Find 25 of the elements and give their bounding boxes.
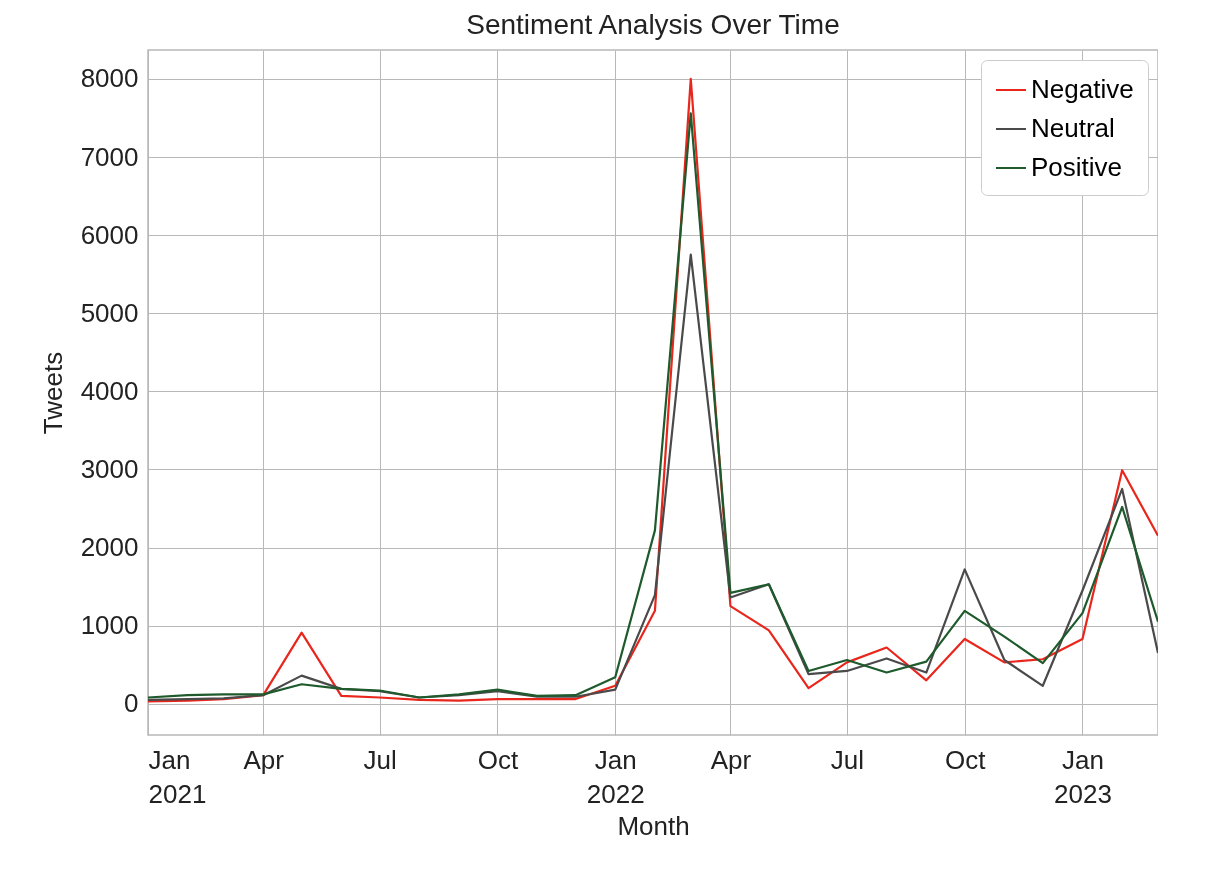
x-tick-label: Apr [243, 744, 285, 775]
x-axis-title: Month [617, 810, 690, 841]
line-series [148, 253, 1158, 701]
x-tick-label: Apr [710, 744, 752, 775]
x-tick-label: Oct [944, 744, 987, 775]
legend-label: Neutral [1031, 113, 1115, 143]
x-tick-label: Jan 2022 [586, 744, 645, 809]
x-tick-label: Jan 2023 [1054, 744, 1112, 809]
y-axis-title: Tweets [37, 351, 68, 435]
y-tick-label: 3000 [80, 453, 139, 484]
x-tick-label: Jul [830, 744, 865, 775]
legend-label: Positive [1031, 152, 1123, 182]
y-tick-label: 1000 [80, 610, 139, 641]
x-tick-label: Jul [363, 744, 397, 775]
y-tick-label: 6000 [80, 219, 139, 250]
y-tick-label: 0 [124, 688, 139, 719]
y-tick-label: 5000 [80, 297, 139, 328]
chart-title: Sentiment Analysis Over Time [466, 9, 840, 40]
x-tick-label: Oct [477, 744, 519, 775]
y-tick-label: 2000 [80, 532, 139, 563]
x-tick-label: Jan 2021 [148, 744, 207, 809]
y-tick-label: 8000 [80, 63, 139, 94]
y-tick-label: 4000 [80, 375, 139, 406]
y-tick-label: 7000 [80, 141, 139, 172]
legend-label: Negative [1031, 74, 1134, 104]
